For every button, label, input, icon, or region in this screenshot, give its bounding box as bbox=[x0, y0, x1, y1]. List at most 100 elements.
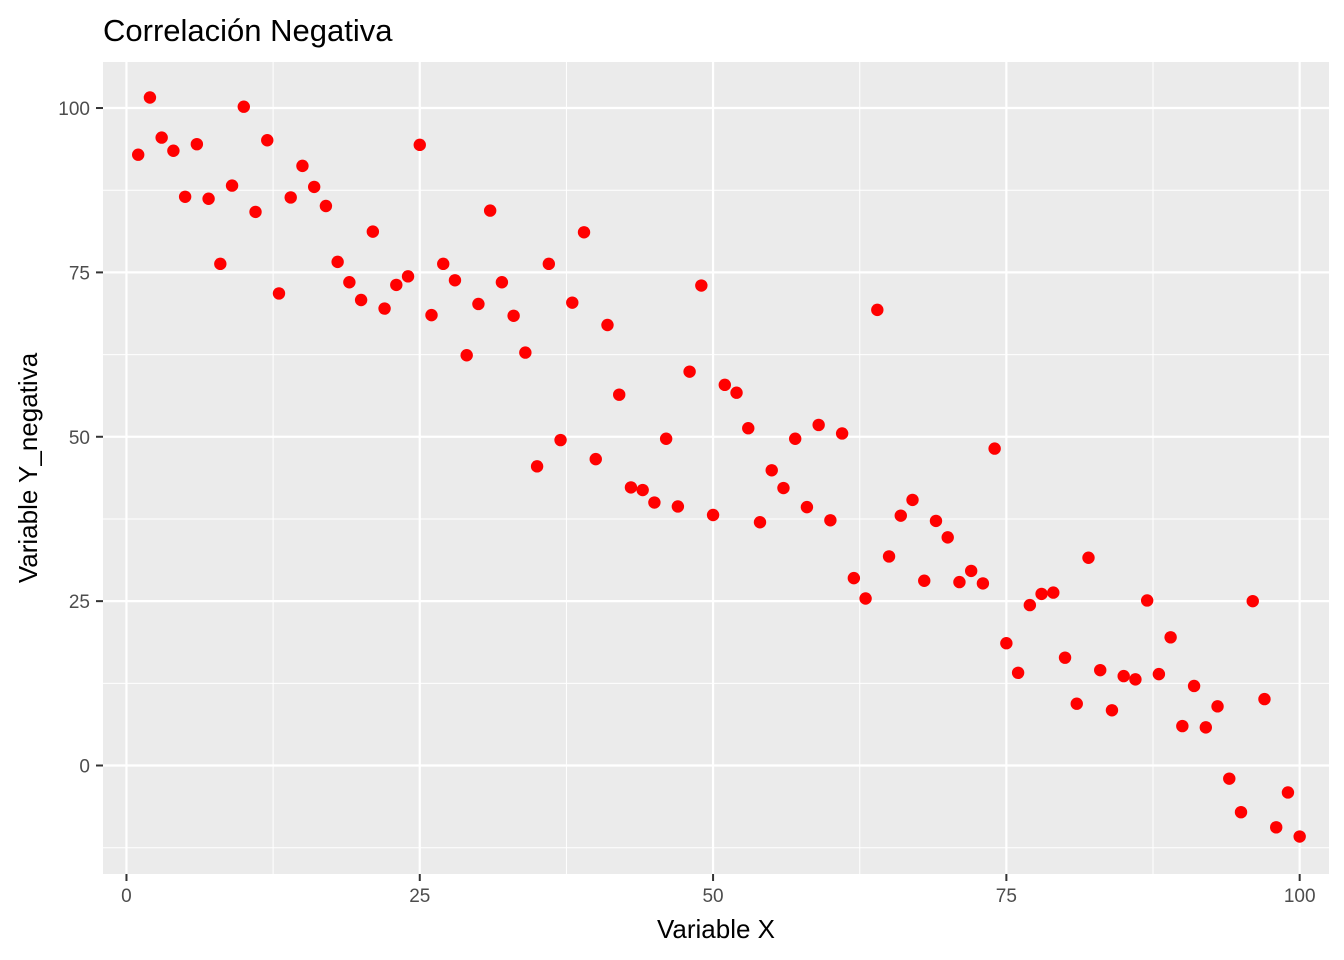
x-tick-label: 0 bbox=[121, 886, 132, 907]
data-point bbox=[354, 293, 368, 307]
data-point bbox=[882, 550, 896, 563]
data-point bbox=[167, 144, 180, 157]
data-point bbox=[437, 257, 450, 271]
data-point bbox=[1035, 587, 1048, 601]
data-point bbox=[272, 287, 286, 300]
data-point bbox=[1234, 805, 1248, 819]
x-tick-label: 50 bbox=[702, 886, 723, 907]
data-point bbox=[519, 346, 532, 359]
data-point bbox=[1094, 663, 1107, 677]
data-point bbox=[1011, 666, 1025, 680]
data-point bbox=[448, 274, 462, 287]
data-point bbox=[143, 91, 157, 104]
data-point bbox=[1293, 830, 1306, 843]
data-point bbox=[1246, 594, 1259, 608]
data-point bbox=[507, 309, 520, 322]
data-point bbox=[413, 138, 426, 152]
data-point bbox=[824, 514, 837, 527]
data-point bbox=[1140, 594, 1154, 607]
data-point bbox=[472, 297, 485, 311]
data-point bbox=[1199, 721, 1213, 734]
x-tick-label: 25 bbox=[409, 886, 430, 907]
data-point bbox=[1105, 704, 1119, 717]
data-point bbox=[812, 418, 825, 432]
data-point bbox=[483, 204, 497, 217]
data-point bbox=[847, 571, 861, 585]
data-point bbox=[1023, 598, 1037, 612]
data-point bbox=[964, 564, 978, 578]
x-axis: 0 25 50 75 100 bbox=[121, 874, 1316, 907]
data-point bbox=[906, 493, 919, 507]
data-point bbox=[613, 388, 626, 401]
data-point bbox=[835, 427, 849, 440]
data-point bbox=[331, 255, 344, 269]
chart-title: Correlación Negativa bbox=[103, 13, 393, 48]
y-tick-label: 100 bbox=[58, 99, 90, 120]
minor-gridlines bbox=[103, 62, 1329, 874]
data-point bbox=[765, 464, 778, 477]
data-point bbox=[918, 574, 931, 587]
data-point bbox=[1187, 679, 1201, 693]
y-tick-label: 75 bbox=[69, 263, 90, 284]
data-point bbox=[178, 190, 192, 203]
data-point bbox=[988, 442, 1001, 455]
data-point bbox=[214, 257, 227, 271]
data-point bbox=[788, 432, 802, 445]
data-point bbox=[495, 276, 509, 289]
data-point bbox=[859, 592, 872, 605]
data-point bbox=[671, 500, 685, 513]
data-point bbox=[542, 257, 556, 271]
data-point bbox=[343, 276, 356, 289]
data-point bbox=[636, 483, 649, 497]
data-point bbox=[425, 308, 438, 322]
data-point bbox=[777, 481, 790, 495]
x-axis-title: Variable X bbox=[657, 914, 775, 944]
data-point bbox=[1058, 651, 1072, 664]
data-point bbox=[648, 496, 661, 509]
data-point bbox=[1211, 700, 1224, 713]
major-gridlines bbox=[103, 62, 1329, 874]
data-point bbox=[953, 575, 966, 589]
data-point bbox=[1152, 667, 1166, 681]
data-point bbox=[1176, 719, 1189, 733]
data-point bbox=[800, 500, 814, 514]
data-point bbox=[706, 508, 720, 522]
data-point bbox=[401, 270, 415, 283]
data-point bbox=[249, 205, 262, 219]
data-point bbox=[624, 481, 638, 494]
data-point bbox=[1047, 586, 1060, 599]
data-point bbox=[307, 180, 321, 194]
data-point bbox=[566, 296, 579, 309]
data-point bbox=[1070, 697, 1083, 710]
data-point bbox=[1000, 637, 1013, 650]
data-point bbox=[730, 386, 743, 399]
data-point bbox=[202, 192, 215, 205]
data-point bbox=[1270, 821, 1283, 834]
data-point bbox=[261, 134, 274, 147]
data-point bbox=[378, 302, 391, 315]
data-point bbox=[155, 131, 168, 144]
data-point bbox=[601, 318, 614, 332]
data-point bbox=[530, 460, 544, 473]
data-point bbox=[894, 509, 907, 522]
x-tick-label: 100 bbox=[1284, 886, 1316, 907]
data-point bbox=[1129, 673, 1142, 686]
data-point bbox=[683, 365, 696, 378]
data-point bbox=[1117, 669, 1130, 683]
data-point bbox=[742, 422, 755, 435]
y-tick-label: 0 bbox=[79, 757, 90, 778]
data-point bbox=[1258, 692, 1271, 706]
data-points bbox=[131, 91, 1306, 843]
data-point bbox=[589, 452, 602, 466]
data-point bbox=[1164, 631, 1177, 644]
data-point bbox=[718, 378, 731, 392]
data-point bbox=[577, 226, 591, 239]
data-point bbox=[1082, 551, 1095, 564]
data-point bbox=[284, 191, 297, 204]
data-point bbox=[1281, 786, 1295, 799]
data-point bbox=[225, 179, 239, 192]
data-point bbox=[659, 432, 673, 445]
data-point bbox=[237, 100, 250, 113]
data-point bbox=[695, 279, 708, 292]
data-point bbox=[296, 159, 309, 173]
